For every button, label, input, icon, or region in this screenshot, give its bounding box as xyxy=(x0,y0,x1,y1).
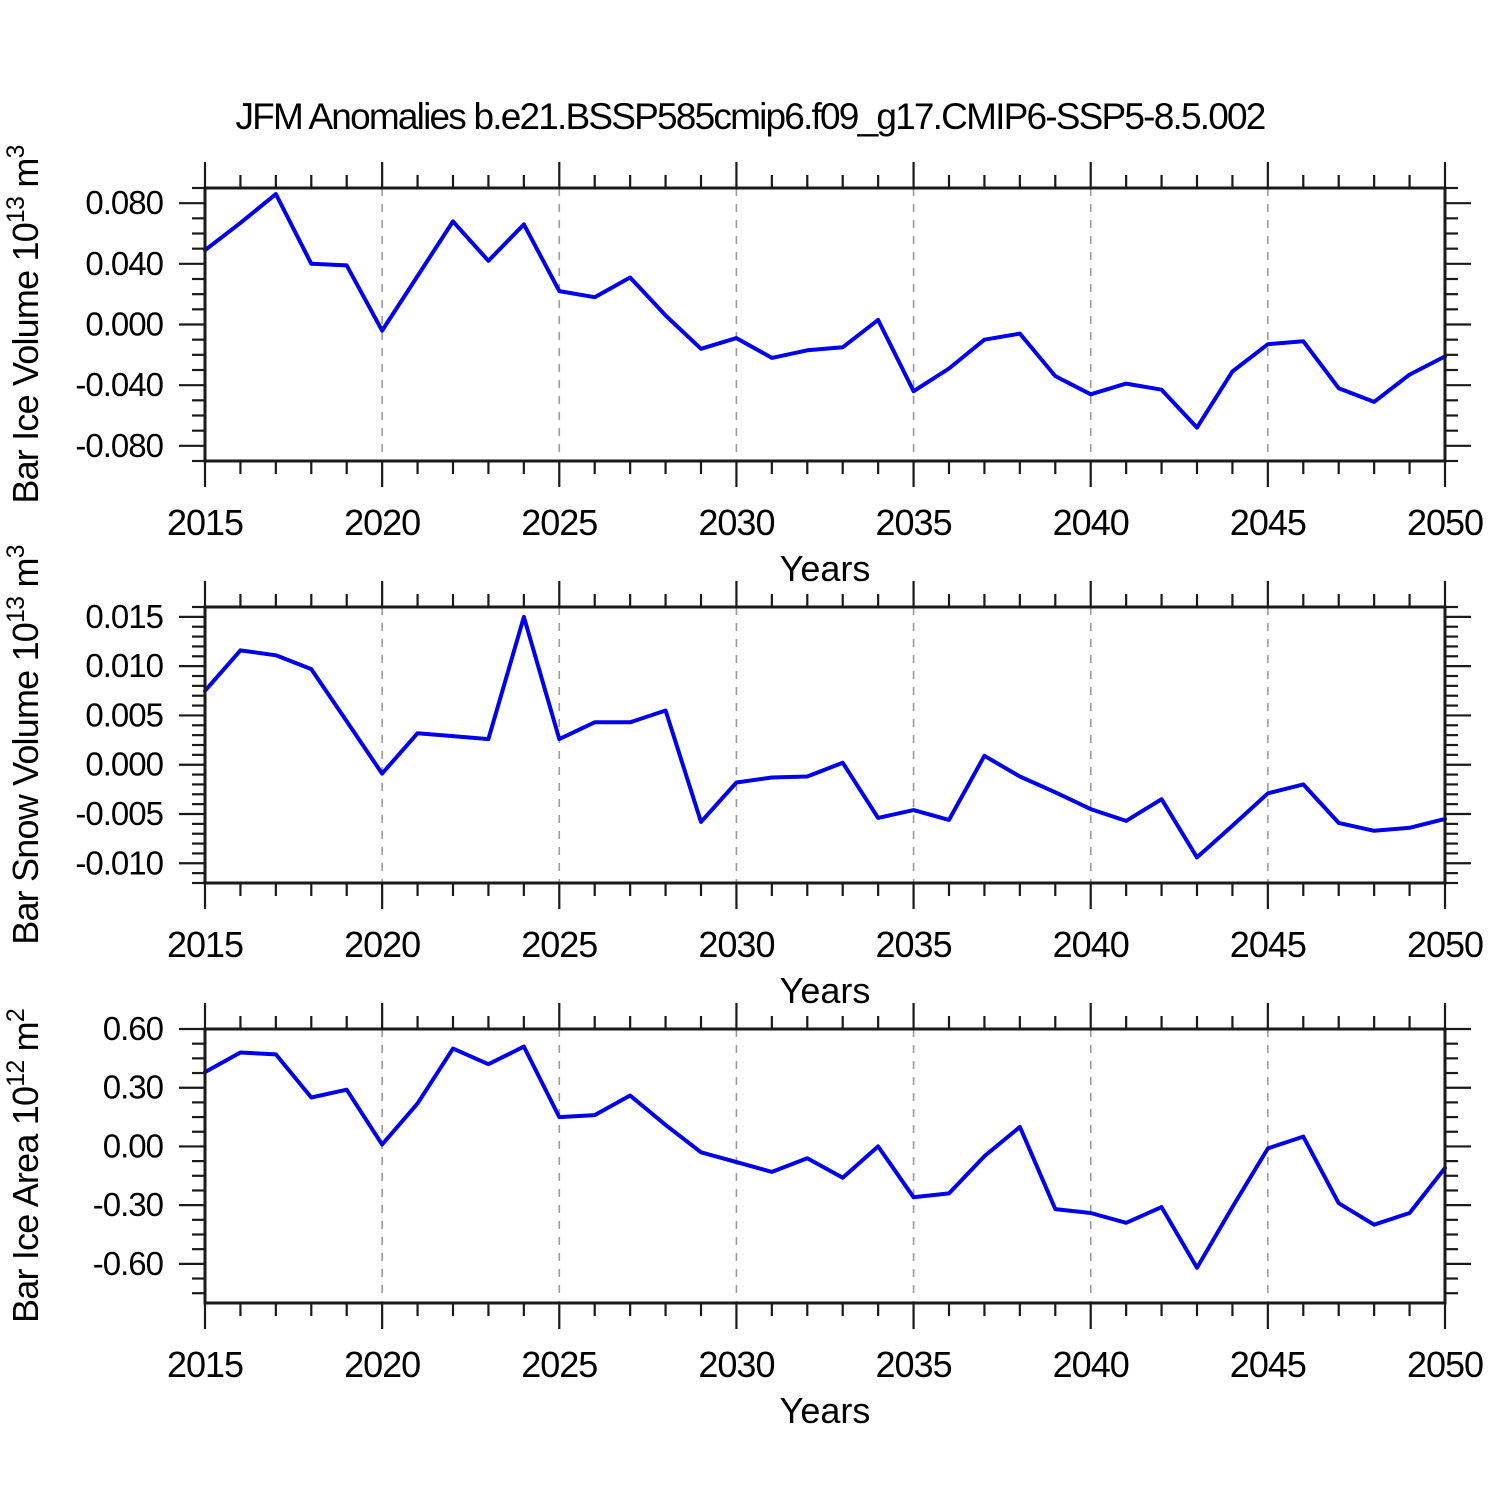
panel-bar-ice-volume: 0.080 0.040 0.000 -0.040 -0.080 2015 2020 2025 2… xyxy=(2,145,1484,589)
bar-snow-volume-xtick-label: 2040 xyxy=(1053,924,1129,965)
bar-ice-volume-xtick-label: 2035 xyxy=(876,502,952,543)
bar-snow-volume-yaxis-title: Bar Snow Volume 1013 m3 xyxy=(2,545,46,945)
bar-ice-volume-xaxis-title: Years xyxy=(780,548,871,589)
bar-ice-volume-ytick-label: 0.000 xyxy=(85,306,163,343)
bar-ice-volume-ytick-label: 0.040 xyxy=(85,245,163,282)
bar-ice-area-xtick-label: 2050 xyxy=(1407,1344,1483,1385)
bar-snow-volume-line xyxy=(203,614,1447,860)
bar-ice-area-ytick-label: -0.30 xyxy=(93,1186,164,1223)
bar-ice-volume-ytick-label: -0.080 xyxy=(75,427,163,464)
panel-bar-snow-volume: 0.015 0.010 0.005 0.000 -0.005 -0.010 2015 2020… xyxy=(2,545,1484,1011)
bar-ice-area-ytick-label: -0.60 xyxy=(93,1245,164,1282)
bar-snow-volume-xtick-label: 2045 xyxy=(1230,924,1306,965)
bar-ice-area-ytick-label: 0.60 xyxy=(103,1010,164,1047)
bar-snow-volume-xtick-label: 2015 xyxy=(167,924,243,965)
bar-snow-volume-ytick-label: 0.010 xyxy=(85,647,163,684)
bar-ice-area-xtick-label: 2030 xyxy=(698,1344,774,1385)
bar-snow-volume-ytick-label: 0.000 xyxy=(85,746,163,783)
chart-title: JFM Anomalies b.e21.BSSP585cmip6.f09_g17… xyxy=(235,96,1266,137)
bar-snow-volume-ytick-label: 0.005 xyxy=(85,696,163,733)
bar-ice-area-line xyxy=(203,1044,1447,1270)
bar-snow-volume-ytick-label: -0.005 xyxy=(75,795,163,832)
bar-ice-volume-xtick-label: 2050 xyxy=(1407,502,1483,543)
bar-ice-volume-xtick-label: 2045 xyxy=(1230,502,1306,543)
bar-ice-area-xtick-label: 2035 xyxy=(876,1344,952,1385)
bar-ice-volume-xtick-label: 2030 xyxy=(698,502,774,543)
bar-ice-volume-ytick-label: -0.040 xyxy=(75,366,163,403)
bar-ice-area-xtick-label: 2020 xyxy=(344,1344,420,1385)
bar-ice-volume-plot-box xyxy=(203,186,1447,463)
bar-ice-area-xaxis-title: Years xyxy=(780,1390,871,1431)
bar-ice-area-yaxis-title: Bar Ice Area 1012 m2 xyxy=(2,1009,46,1323)
bar-ice-area-plot-box xyxy=(203,1027,1447,1305)
bar-ice-area-ytick-label: 0.00 xyxy=(103,1127,164,1164)
bar-ice-area-xtick-label: 2045 xyxy=(1230,1344,1306,1385)
bar-snow-volume-xtick-label: 2030 xyxy=(698,924,774,965)
bar-ice-area-xtick-label: 2025 xyxy=(521,1344,597,1385)
bar-ice-area-ytick-label: 0.30 xyxy=(103,1069,164,1106)
bar-snow-volume-ytick-label: 0.015 xyxy=(85,598,163,635)
bar-ice-volume-ytick-label: 0.080 xyxy=(85,184,163,221)
bar-ice-volume-xtick-label: 2015 xyxy=(167,502,243,543)
bar-snow-volume-xtick-label: 2020 xyxy=(344,924,420,965)
panel-bar-ice-area: 0.60 0.30 0.00 -0.30 -0.60 2015 2020 2025 2030 20… xyxy=(2,1003,1484,1431)
bar-ice-volume-xtick-label: 2020 xyxy=(344,502,420,543)
bar-snow-volume-ytick-label: -0.010 xyxy=(75,844,163,881)
bar-ice-volume-xtick-label: 2025 xyxy=(521,502,597,543)
bar-ice-area-xtick-label: 2040 xyxy=(1053,1344,1129,1385)
bar-ice-volume-xtick-label: 2040 xyxy=(1053,502,1129,543)
bar-ice-area-xtick-label: 2015 xyxy=(167,1344,243,1385)
bar-snow-volume-xtick-label: 2025 xyxy=(521,924,597,965)
bar-ice-volume-line xyxy=(203,192,1447,430)
bar-snow-volume-plot-box xyxy=(203,605,1447,885)
bar-ice-volume-yaxis-title: Bar Ice Volume 1013 m3 xyxy=(2,145,46,503)
bar-snow-volume-xtick-label: 2035 xyxy=(876,924,952,965)
bar-snow-volume-xaxis-title: Years xyxy=(780,970,871,1011)
bar-snow-volume-xtick-label: 2050 xyxy=(1407,924,1483,965)
